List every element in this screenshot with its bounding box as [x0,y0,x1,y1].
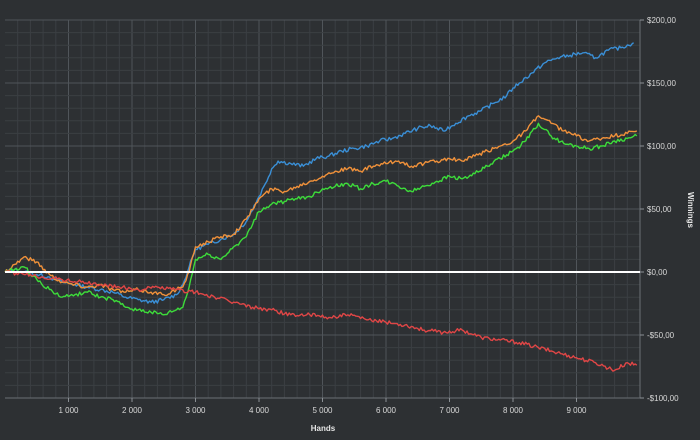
x-axis-title: Hands [311,424,336,433]
x-tick-label: 4 000 [249,406,270,415]
y-tick-label: $200,00 [647,16,676,25]
y-tick-label: $0,00 [647,268,668,277]
x-tick-label: 6 000 [376,406,397,415]
y-tick-label: $100,00 [647,142,676,151]
y-tick-label: $50,00 [647,205,672,214]
series-line-1 [4,42,635,304]
y-tick-label: $150,00 [647,79,676,88]
series-line-4 [4,270,638,372]
x-tick-label: 2 000 [122,406,143,415]
x-tick-label: 1 000 [58,406,79,415]
y-axis-title: Winnings [686,192,695,228]
series-line-3 [4,122,638,316]
x-tick-label: 8 000 [503,406,524,415]
grid-lines [5,19,641,399]
x-tick-label: 5 000 [312,406,333,415]
y-tick-label: -$50,00 [647,331,675,340]
series-lines [4,42,638,372]
series-line-2 [4,115,638,297]
x-axis-ticks: 1 000 2 000 3 000 4 000 5 000 6 000 7 000 8 000… [58,398,587,415]
x-tick-label: 3 000 [185,406,206,415]
y-axis-ticks: $200,00 $150,00 $100,00 $50,00 $0,00 -$50,00 -… [640,16,679,403]
y-tick-label: -$100,00 [647,394,679,403]
x-tick-label: 7 000 [439,406,460,415]
x-tick-label: 9 000 [566,406,587,415]
